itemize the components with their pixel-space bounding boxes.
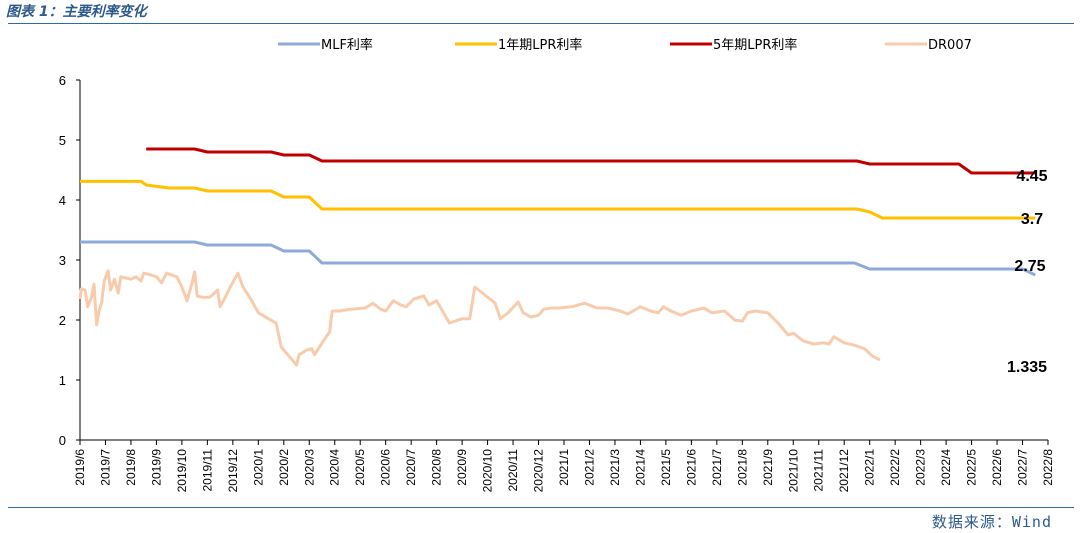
legend-label-2: 5年期LPR利率: [713, 37, 797, 53]
x-axis-ticks: 2019/6 2019/7 2019/8 2019/9 2019/10 2019/11 20…: [73, 440, 1055, 492]
x-tick-label: 2020/12: [532, 449, 546, 493]
x-tick-label: 2020/6: [379, 449, 393, 486]
top-rule: [8, 23, 1074, 24]
x-tick-label: 2020/10: [481, 449, 495, 493]
x-tick-label: 2020/8: [430, 449, 444, 486]
x-tick-label: 2019/10: [175, 449, 189, 493]
x-tick-label: 2020/5: [353, 449, 367, 486]
series-lines: [78, 147, 1036, 367]
x-tick-label: 2020/2: [277, 449, 291, 486]
x-tick-label: 2019/11: [200, 449, 214, 492]
x-tick-label: 2019/8: [124, 449, 138, 486]
x-tick-label: 2021/2: [582, 449, 596, 486]
y-tick-label: 0: [59, 433, 66, 448]
x-tick-label: 2021/8: [735, 449, 749, 486]
legend-label-0: MLF利率: [321, 37, 373, 53]
figure-title: 图表 1：主要利率变化: [6, 4, 147, 20]
x-tick-label: 2019/6: [73, 449, 87, 486]
x-tick-label: 2019/12: [226, 449, 240, 493]
x-tick-label: 2022/7: [1016, 449, 1030, 486]
y-tick-label: 4: [59, 193, 66, 208]
series-line-2: [146, 147, 1036, 175]
legend-label-3: DR007: [928, 38, 972, 53]
x-tick-label: 2021/10: [786, 449, 800, 493]
source-note: 数据来源：Wind: [931, 513, 1052, 531]
x-tick-label: 2020/4: [328, 449, 342, 486]
x-tick-label: 2021/5: [659, 449, 673, 486]
x-tick-label: 2022/6: [990, 449, 1004, 486]
x-tick-label: 2022/4: [939, 449, 953, 486]
x-tick-label: 2020/9: [455, 449, 469, 486]
x-tick-label: 2022/5: [965, 449, 979, 486]
end-value-label: 3.7: [1021, 211, 1043, 228]
series-line-1: [80, 179, 1036, 220]
x-tick-label: 2021/1: [557, 449, 571, 486]
x-tick-label: 2022/3: [914, 449, 928, 486]
x-tick-label: 2021/12: [837, 449, 851, 493]
legend-label-1: 1年期LPR利率: [498, 37, 582, 53]
x-tick-label: 2020/1: [251, 449, 265, 486]
x-tick-label: 2020/7: [404, 449, 418, 486]
x-tick-label: 2021/9: [761, 449, 775, 486]
end-labels: 4.45 3.7 2.75 1.335: [1007, 168, 1048, 376]
end-value-label: 1.335: [1007, 359, 1047, 376]
series-line-3: [78, 269, 881, 367]
axes: [79, 80, 1048, 441]
y-tick-label: 6: [59, 73, 66, 88]
end-value-label: 2.75: [1014, 258, 1045, 275]
y-tick-label: 1: [59, 373, 66, 388]
x-tick-label: 2020/11: [506, 449, 520, 492]
x-tick-label: 2022/8: [1041, 449, 1055, 486]
y-tick-label: 5: [59, 133, 66, 148]
series-line-0: [80, 240, 1036, 277]
x-tick-label: 2019/7: [98, 449, 112, 486]
x-tick-label: 2020/3: [302, 449, 316, 486]
x-tick-label: 2022/2: [888, 449, 902, 486]
x-tick-label: 2021/6: [684, 449, 698, 486]
x-tick-label: 2021/4: [633, 449, 647, 486]
bottom-rule: [8, 507, 1074, 508]
x-tick-label: 2019/9: [149, 449, 163, 486]
x-tick-label: 2022/1: [863, 449, 877, 486]
legend: MLF利率 1年期LPR利率 5年期LPR利率 DR007: [278, 37, 972, 53]
x-tick-label: 2021/3: [608, 449, 622, 486]
end-value-label: 4.45: [1016, 168, 1047, 185]
x-tick-label: 2021/11: [812, 449, 826, 492]
y-axis-ticks: 0 1 2 3 4 5 6: [59, 73, 80, 448]
y-tick-label: 3: [59, 253, 66, 268]
x-tick-label: 2021/7: [710, 449, 724, 486]
y-tick-label: 2: [59, 313, 66, 328]
